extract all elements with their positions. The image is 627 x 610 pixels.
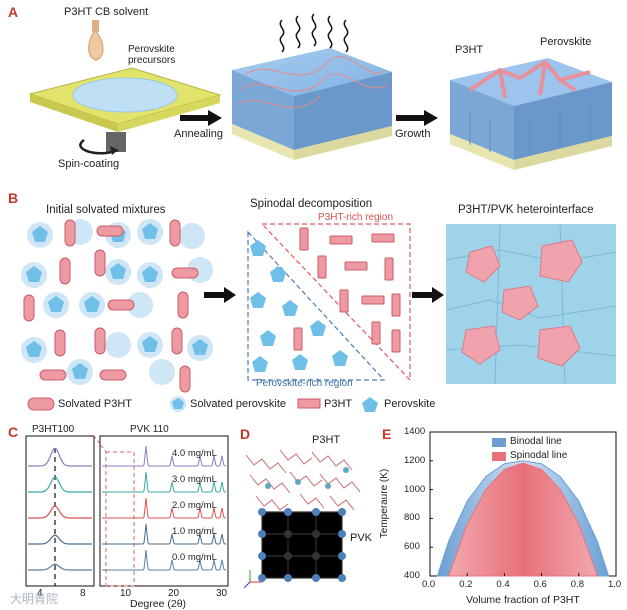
xrd-trace-left xyxy=(28,505,92,519)
anneal-label: Annealing xyxy=(174,128,223,140)
xrd-trace-left xyxy=(28,447,92,467)
panel-e-letter: E xyxy=(382,426,392,442)
xrd-trace-right xyxy=(102,523,226,545)
precursor-label: Perovskite precursors xyxy=(128,44,176,66)
phase-x-tick: 0.0 xyxy=(422,579,436,590)
xrd-xlabel: Degree (2θ) xyxy=(130,598,187,610)
legend-solvated-perovskite: Solvated perovskite xyxy=(190,398,286,410)
phase-y-tick: 1000 xyxy=(404,483,426,495)
growth-arrow-icon xyxy=(396,110,438,126)
watermark: 大明青院 xyxy=(10,592,59,606)
phase-x-tick: 0.8 xyxy=(570,579,585,590)
phase-xlabel: Volume fraction of P3HT xyxy=(466,594,580,606)
phase-x-tick: 1.0 xyxy=(608,579,622,590)
perovskite-label-a: Perovskite xyxy=(540,36,592,48)
phase-ticks xyxy=(429,431,617,577)
phase-y-tick: 400 xyxy=(404,570,420,581)
xrd-chart xyxy=(25,435,229,587)
panel-b-title-1: Initial solvated mixtures xyxy=(46,204,166,216)
spinodal-legend-label: Spinodal line xyxy=(510,450,568,461)
xrd-left-title: P3HT100 xyxy=(32,424,75,435)
panel-b-title-3: P3HT/PVK heterointerface xyxy=(458,204,594,216)
spin-label: Spin-coating xyxy=(58,158,120,170)
spinodal-illustration xyxy=(247,223,411,382)
axis-triad-icon xyxy=(243,570,262,589)
xrd-trace-right xyxy=(102,549,226,571)
xrd-trace-right xyxy=(102,471,226,493)
phase-ylabel: Temperaure (K) xyxy=(379,468,391,539)
solvent-label: P3HT CB solvent xyxy=(64,6,149,18)
annealing-arrow-icon xyxy=(180,110,222,126)
spin-arrow-icon xyxy=(79,138,119,155)
xrd-trace-right xyxy=(102,497,226,519)
growth-label: Growth xyxy=(395,128,431,140)
p3ht-label-a: P3HT xyxy=(455,44,484,56)
phase-x-tick: 0.2 xyxy=(459,579,473,590)
panel-b-legend xyxy=(27,396,378,412)
xrd-traces xyxy=(28,445,226,571)
solvent-dropper xyxy=(88,20,104,61)
spinodal-area xyxy=(447,462,599,577)
xrd-left-tick-2: 8 xyxy=(80,588,86,599)
panel-a-letter: A xyxy=(8,4,19,20)
xrd-right-tick-2: 20 xyxy=(168,588,180,599)
phase-y-tick: 1200 xyxy=(404,454,426,466)
trace-label: 4.0 mg/mL xyxy=(172,448,217,459)
phase-diagram xyxy=(429,431,617,577)
xrd-right-tick-3: 30 xyxy=(216,588,228,599)
legend-perovskite: Perovskite xyxy=(384,398,436,410)
initial-mixture-illustration xyxy=(21,219,213,393)
xrd-trace-right xyxy=(102,445,226,467)
legend-spinodal-swatch xyxy=(492,452,506,461)
trace-label: 1.0 mg/mL xyxy=(172,526,217,537)
xrd-right-tick-1: 10 xyxy=(120,588,132,599)
trace-label: 3.0 mg/mL xyxy=(172,474,217,485)
xrd-trace-left xyxy=(28,476,92,493)
perovskite-grain-block xyxy=(450,58,612,170)
panel-d-letter: D xyxy=(240,426,251,442)
panel-b-title-2: Spinodal decomposition xyxy=(250,198,373,210)
legend-solvated-p3ht: Solvated P3HT xyxy=(58,398,132,410)
panel-c-letter: C xyxy=(8,424,19,440)
xrd-trace-left xyxy=(28,534,92,545)
legend-binodal-swatch xyxy=(492,438,506,447)
binodal-legend-label: Binodal line xyxy=(510,436,562,447)
xrd-right-title: PVK 110 xyxy=(130,424,169,435)
annealing-block xyxy=(232,48,392,160)
heat-waves-icon xyxy=(279,13,349,53)
heterointerface-illustration xyxy=(445,223,617,385)
phase-y-tick: 800 xyxy=(404,512,420,524)
xrd-left-tick-1: 4 xyxy=(37,588,43,599)
spin-coating-substrate xyxy=(28,67,222,152)
phase-x-tick: 0.4 xyxy=(496,579,510,590)
phase-x-tick: 0.6 xyxy=(533,579,547,590)
panel-b-arrow-2 xyxy=(412,287,444,303)
panel-b-arrow-1 xyxy=(204,287,236,303)
pvk-label-d: PVK xyxy=(350,532,373,544)
molecular-structure xyxy=(243,449,361,589)
p3ht-label-d: P3HT xyxy=(312,434,341,446)
pvk-rich-label: Perovskite-rich region xyxy=(256,378,353,389)
xrd-trace-left xyxy=(28,563,92,571)
legend-p3ht: P3HT xyxy=(324,398,353,410)
trace-label: 2.0 mg/mL xyxy=(172,500,217,511)
phase-areas xyxy=(436,460,610,577)
p3ht-rich-label: P3HT-rich region xyxy=(318,212,394,223)
phase-y-tick: 600 xyxy=(404,541,420,553)
phase-y-tick: 1400 xyxy=(404,426,426,437)
panel-b-letter: B xyxy=(8,190,19,206)
trace-label: 0.0 mg/mL xyxy=(172,552,217,563)
